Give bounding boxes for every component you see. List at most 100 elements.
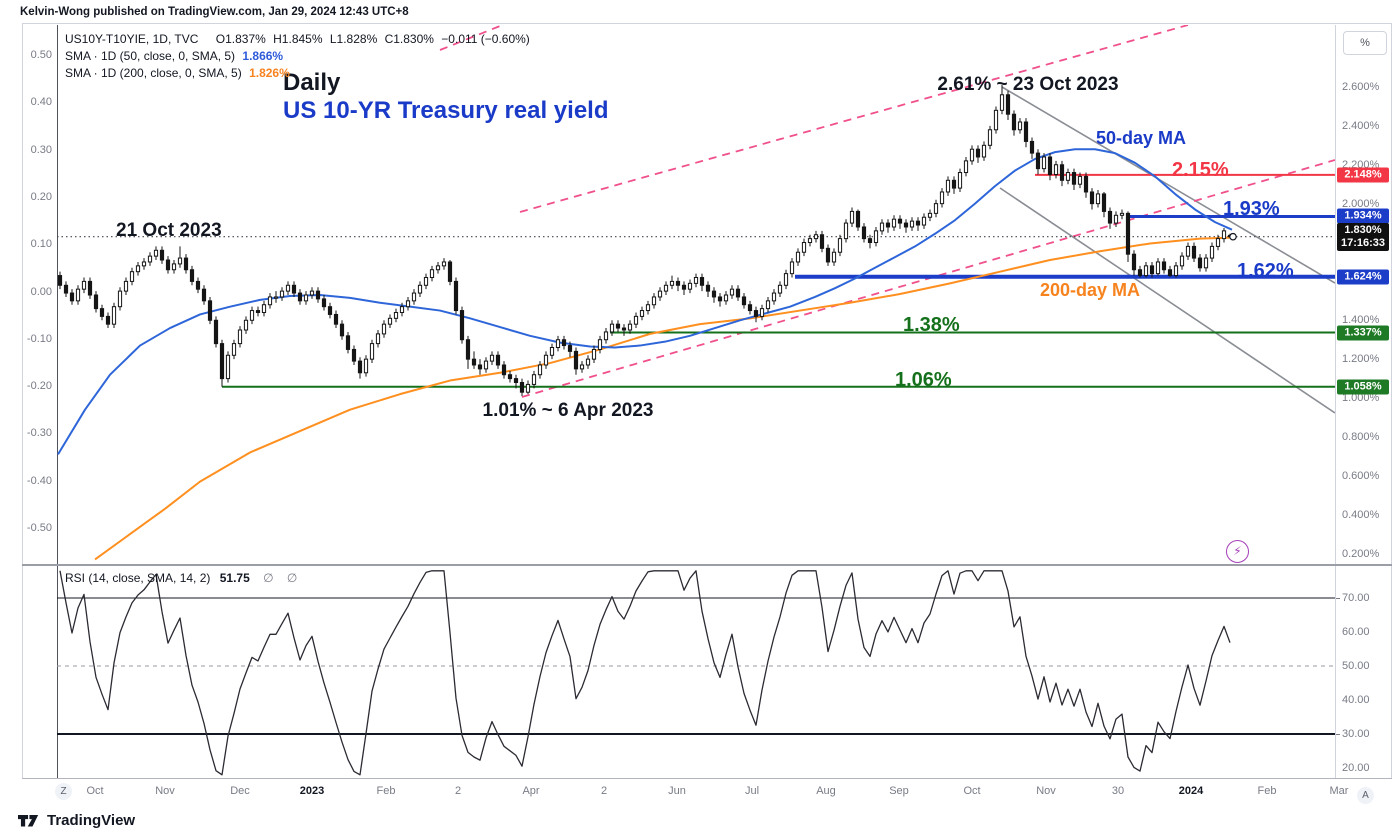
legend-row-symbol: US10Y-T10YIE, 1D, TVC O1.837% H1.845% L1…	[65, 31, 530, 48]
price-level-badge: 2.148%	[1337, 167, 1389, 183]
right-axis-border	[1335, 25, 1336, 806]
left-axis-label: 0.10	[30, 238, 52, 251]
time-axis-label: Oct	[963, 785, 981, 797]
left-axis-label: -0.30	[26, 427, 52, 440]
time-axis-label: Mar	[1329, 785, 1349, 797]
left-axis-label: -0.50	[26, 522, 52, 534]
rsi-axis-label: 50.00	[1342, 660, 1370, 672]
time-axis-label: Feb	[376, 785, 396, 797]
chart-widget	[22, 23, 1392, 806]
rsi-value: 51.75	[219, 571, 250, 585]
rsi-axis-label: 40.00	[1342, 694, 1370, 706]
chart-annotation: 1.06%	[895, 369, 952, 391]
left-axis-border	[57, 25, 58, 778]
time-axis-label: 2	[600, 785, 608, 797]
time-axis-label: Dec	[230, 785, 250, 797]
chart-annotation: 2.15%	[1172, 159, 1229, 181]
left-axis-label: -0.40	[26, 474, 52, 487]
attribution-text: Kelvin-Wong published on TradingView.com…	[20, 6, 409, 18]
chart-annotation: 50-day MA	[1096, 128, 1186, 148]
time-axis-label: 2	[454, 785, 462, 797]
rsi-axis-label: 30.00	[1342, 728, 1370, 740]
rsi-label: RSI (14, close, SMA, 14, 2)	[65, 571, 211, 585]
sma50-label: SMA · 1D (50, close, 0, SMA, 5)	[65, 49, 236, 63]
legend-row-sma200: SMA · 1D (200, close, 0, SMA, 5) 1.826%	[65, 65, 530, 82]
symbol-title: US10Y-T10YIE, 1D, TVC	[65, 32, 199, 46]
chart-annotation: 1.93%	[1223, 198, 1280, 220]
chart-annotation: 200-day MA	[1040, 280, 1140, 300]
chart-annotation: 21 Oct 2023	[116, 220, 222, 241]
tradingview-logo[interactable]: TradingView	[18, 811, 135, 830]
price-axis-label: 1.200%	[1342, 353, 1380, 366]
time-axis-label: Jul	[744, 785, 760, 797]
price-axis-label: 0.800%	[1342, 430, 1380, 443]
lightning-icon[interactable]: ⚡	[1226, 540, 1249, 563]
rsi-empty-value-1: ∅	[263, 571, 274, 585]
price-axis-label: 1.400%	[1342, 314, 1380, 327]
chart-annotation: US 10-YR Treasury real yield	[283, 97, 609, 124]
left-axis-label: -0.20	[26, 380, 52, 393]
price-axis[interactable]: % 2.600% 2.400% 2.200% 2.000% 1.400% 1.200% 1.…	[1336, 25, 1392, 778]
chart-annotation: 2.61% ~ 23 Oct 2023	[937, 74, 1118, 95]
price-level-badge: 1.934%	[1337, 208, 1389, 224]
rsi-pane[interactable]	[57, 566, 1335, 778]
ohlc-open: O1.837%	[215, 32, 266, 46]
rsi-axis-label: 70.00	[1342, 592, 1370, 604]
chart-annotation: Daily	[283, 69, 341, 96]
left-axis-label: 0.20	[30, 190, 52, 203]
time-axis-label: 2023	[299, 785, 325, 797]
price-level-badge: 1.624%	[1337, 269, 1389, 285]
chart-annotation: 1.38%	[903, 314, 960, 336]
price-axis-label: 1.000%	[1342, 392, 1380, 405]
symbol-legend[interactable]: US10Y-T10YIE, 1D, TVC O1.837% H1.845% L1…	[65, 31, 530, 82]
ohlc-close: C1.830%	[384, 32, 434, 46]
left-axis-label: -0.10	[26, 332, 52, 345]
left-axis-label: 0.00	[30, 285, 52, 298]
ohlc-low: L1.828%	[329, 32, 378, 46]
time-axis-label: 30	[1111, 785, 1125, 797]
chart-annotation: 1.01% ~ 6 Apr 2023	[483, 400, 654, 421]
left-axis-label: 0.50	[30, 49, 52, 61]
price-axis-label: 2.000%	[1342, 197, 1380, 210]
time-axis-label: Nov	[155, 785, 175, 797]
rsi-chart	[57, 570, 1335, 776]
rsi-axis-label: 20.00	[1342, 762, 1370, 774]
ohlc-high: H1.845%	[273, 32, 323, 46]
time-axis-border	[22, 778, 1392, 779]
time-axis-label: Sep	[889, 785, 909, 797]
price-axis-label: 2.600%	[1342, 81, 1380, 93]
pane-separator[interactable]	[22, 564, 1392, 566]
price-level-badge: 1.058%	[1337, 379, 1389, 395]
time-axis-label: 2024	[1178, 785, 1204, 797]
price-axis-label: 0.200%	[1342, 547, 1380, 560]
time-axis-label: Oct	[86, 785, 104, 797]
tradingview-logo-text: TradingView	[47, 812, 136, 829]
change-value: −0.011 (−0.60%)	[441, 32, 530, 46]
time-axis-label: Apr	[522, 785, 540, 797]
price-axis-label: 2.400%	[1342, 119, 1380, 132]
sma200-label: SMA · 1D (200, close, 0, SMA, 5)	[65, 66, 242, 80]
tradingview-logo-icon	[18, 815, 39, 827]
last-price-badge: 1.830% 17:16:33	[1337, 222, 1389, 251]
percent-scale-button[interactable]: %	[1343, 31, 1387, 55]
time-axis-label: Feb	[1257, 785, 1277, 797]
legend-row-sma50: SMA · 1D (50, close, 0, SMA, 5) 1.866%	[65, 48, 530, 65]
price-axis-label: 0.600%	[1342, 469, 1380, 482]
time-axis[interactable]: Z A Oct Nov Dec 2023 Feb 2 Apr 2 Jun Jul Aug Sep Oct…	[22, 779, 1392, 806]
scale-reset-z-button[interactable]: Z	[55, 783, 72, 800]
rsi-axis-label: 60.00	[1342, 626, 1370, 638]
chart-annotation: 1.62%	[1237, 260, 1294, 282]
sma200-value: 1.826%	[249, 66, 290, 80]
auto-scale-a-button[interactable]: A	[1357, 787, 1374, 804]
sma50-value: 1.866%	[242, 49, 284, 63]
main-chart-pane[interactable]: Daily US 10-YR Treasury real yield 21 Oct …	[57, 25, 1335, 565]
rsi-legend[interactable]: RSI (14, close, SMA, 14, 2) 51.75 ∅ ∅	[65, 571, 297, 585]
price-axis-label: 0.400%	[1342, 508, 1380, 521]
left-price-axis[interactable]: 0.50 0.40 0.30 0.20 0.10 0.00 -0.10 -0.20 -0.30 -…	[22, 25, 57, 565]
time-axis-label: Nov	[1036, 785, 1056, 797]
left-axis-label: 0.30	[30, 143, 52, 156]
rsi-empty-value-2: ∅	[286, 571, 298, 585]
time-axis-label: Aug	[816, 785, 836, 797]
time-axis-label: Jun	[668, 785, 686, 797]
